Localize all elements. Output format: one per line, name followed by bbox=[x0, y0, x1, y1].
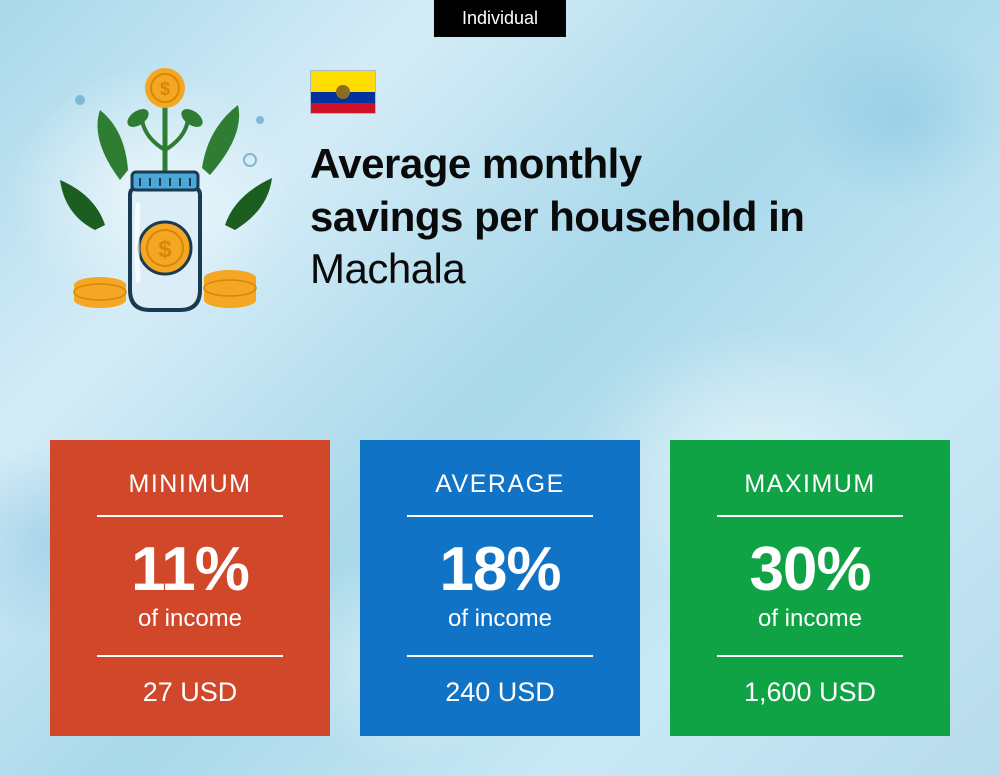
stat-card-average: AVERAGE 18% of income 240 USD bbox=[360, 440, 640, 736]
card-divider bbox=[407, 515, 593, 517]
title-line-1: Average monthly bbox=[310, 140, 642, 187]
page-title: Average monthly savings per household in… bbox=[310, 138, 950, 296]
card-label: MINIMUM bbox=[129, 470, 252, 499]
card-divider bbox=[717, 515, 903, 517]
card-percent: 11% bbox=[131, 539, 249, 601]
stat-card-maximum: MAXIMUM 30% of income 1,600 USD bbox=[670, 440, 950, 736]
title-block: Average monthly savings per household in… bbox=[310, 60, 950, 296]
category-badge: Individual bbox=[434, 0, 566, 37]
card-subtext: of income bbox=[138, 605, 242, 633]
header-block: $ bbox=[50, 60, 950, 320]
svg-text:$: $ bbox=[160, 79, 170, 99]
card-divider bbox=[407, 655, 593, 657]
card-amount: 27 USD bbox=[143, 677, 238, 708]
title-line-2: savings per household in bbox=[310, 193, 804, 240]
stat-cards-row: MINIMUM 11% of income 27 USD AVERAGE 18%… bbox=[50, 440, 950, 736]
card-divider bbox=[717, 655, 903, 657]
card-amount: 1,600 USD bbox=[744, 677, 876, 708]
card-label: AVERAGE bbox=[435, 470, 565, 499]
card-percent: 30% bbox=[749, 539, 870, 601]
stat-card-minimum: MINIMUM 11% of income 27 USD bbox=[50, 440, 330, 736]
savings-jar-illustration: $ bbox=[50, 60, 280, 320]
card-divider bbox=[97, 655, 283, 657]
title-city: Machala bbox=[310, 245, 465, 292]
card-subtext: of income bbox=[448, 605, 552, 633]
card-amount: 240 USD bbox=[445, 677, 555, 708]
card-subtext: of income bbox=[758, 605, 862, 633]
svg-text:$: $ bbox=[158, 236, 172, 263]
country-flag-icon bbox=[310, 70, 376, 114]
card-label: MAXIMUM bbox=[744, 470, 875, 499]
card-percent: 18% bbox=[439, 539, 560, 601]
card-divider bbox=[97, 515, 283, 517]
